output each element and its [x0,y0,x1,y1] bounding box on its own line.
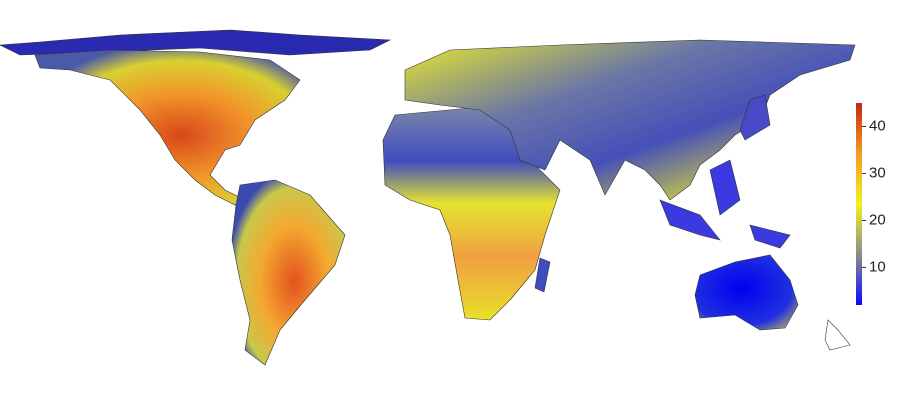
south-america [231,179,346,366]
australia [694,254,799,331]
southeast-asia-islands [659,159,791,249]
japan [739,94,771,141]
colorbar-tick-label: 40 [869,117,886,134]
colorbar-gradient [856,103,862,305]
colorbar-tick-label: 30 [869,164,886,181]
eurasia [404,39,856,201]
colorbar-tick-label: 20 [869,211,886,228]
arctic-islands [0,29,392,56]
north-america [34,49,301,206]
colorbar-tick-label: 10 [869,258,886,275]
colorbar: 10 20 30 40 [856,103,886,305]
madagascar [534,257,551,293]
land [0,29,856,366]
new-zealand [824,319,851,351]
